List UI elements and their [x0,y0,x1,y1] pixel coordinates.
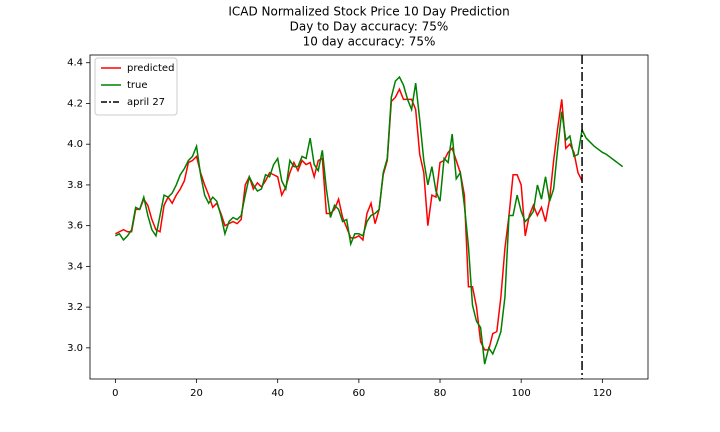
y-tick-label: 3.6 [67,221,83,232]
x-tick-label: 0 [112,388,118,399]
chart-subtitle: 10 day accuracy: 75% [303,35,436,49]
legend-label: april 27 [127,97,165,108]
x-tick-label: 100 [512,388,531,399]
x-tick-label: 60 [352,388,365,399]
legend-label: true [127,80,148,91]
series-line [115,75,624,365]
x-tick-label: 80 [434,388,447,399]
legend-label: predicted [127,63,174,74]
y-tick-label: 3.2 [67,302,83,313]
y-tick-label: 4.0 [67,139,83,150]
plot-frame [89,54,649,380]
chart-subtitle: Day to Day accuracy: 75% [290,20,449,34]
chart-title: ICAD Normalized Stock Price 10 Day Predi… [228,5,509,19]
x-tick-label: 20 [190,388,203,399]
x-tick-label: 40 [271,388,284,399]
y-tick-label: 3.8 [67,180,83,191]
y-tick-label: 3.4 [67,261,83,272]
legend-box [94,57,178,116]
x-tick-label: 120 [593,388,612,399]
y-tick-label: 4.2 [67,98,83,109]
y-tick-label: 4.4 [67,58,83,69]
y-tick-label: 3.0 [67,343,83,354]
